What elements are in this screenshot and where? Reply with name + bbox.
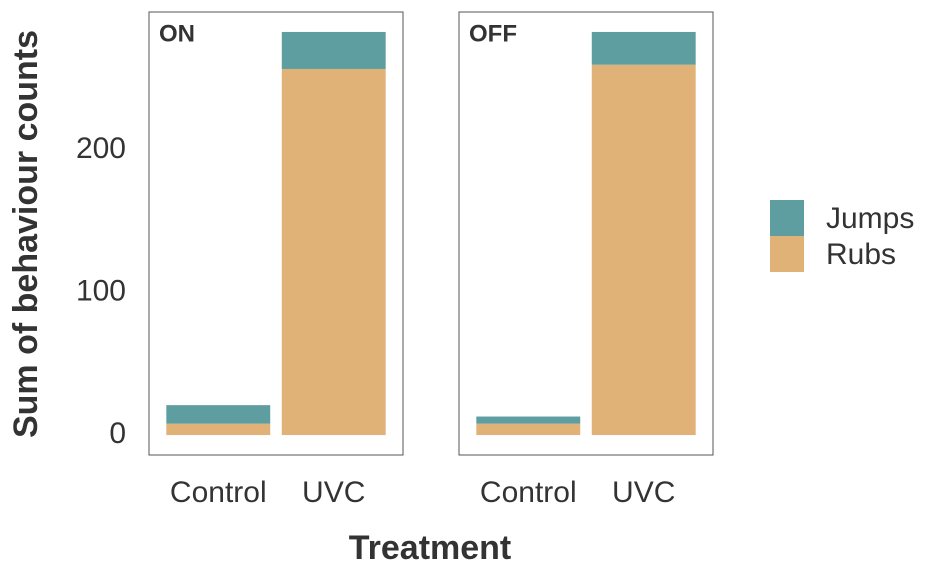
bar-segment [476,416,581,424]
x-tick-label: Control [170,476,267,509]
legend-key [770,200,804,236]
panel-border [458,11,714,456]
legend-label: Jumps [826,202,914,235]
bar-segment [166,423,271,436]
y-axis-title: Sum of behaviour counts [7,30,45,438]
y-tick-label: 0 [109,417,126,450]
x-tick-label: UVC [612,476,675,509]
bar-segment [281,31,386,69]
x-axis-title: Treatment [349,529,512,564]
bar-segment [591,64,696,436]
bar-segment [476,423,581,436]
panel-title: ON [159,20,195,47]
panel-title: OFF [469,20,517,47]
x-tick-label: Control [480,476,577,509]
legend-key [770,236,804,272]
legend-label: Rubs [826,238,896,271]
x-tick-label: UVC [302,476,365,509]
y-tick-label: 100 [76,275,126,308]
y-tick-label: 200 [76,132,126,165]
bar-segment [166,405,271,424]
bar-segment [591,31,696,65]
bar-segment [281,68,386,436]
panel-border [148,11,404,456]
